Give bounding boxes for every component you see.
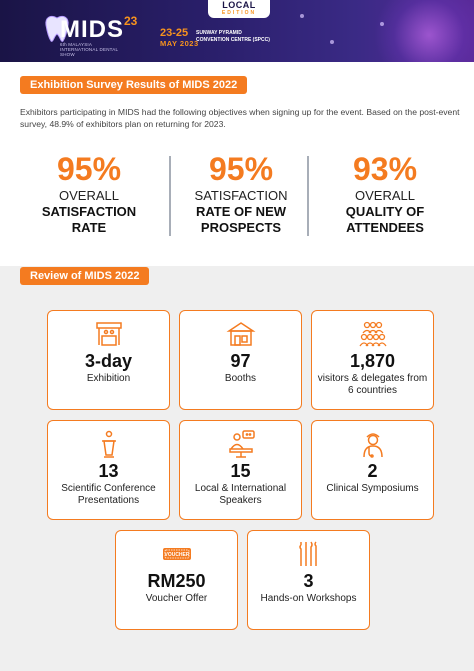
review-card-booths: 97 Booths	[179, 310, 302, 410]
voucher-icon: VOUCHER	[162, 548, 191, 560]
survey-intro: Exhibitors participating in MIDS had the…	[20, 107, 460, 129]
event-venue: SUNWAY PYRAMID CONVENTION CENTRE (SPCC)	[196, 30, 270, 43]
stat-new-prospects: 95% SATISFACTION RATE OF NEW PROSPECTS	[166, 152, 316, 236]
card-label: Clinical Symposiums	[326, 483, 419, 494]
stat-line1: OVERALL	[355, 188, 415, 203]
dentist-icon	[362, 433, 383, 458]
badge-line1: LOCAL	[222, 0, 256, 10]
logo-year: 23	[124, 14, 138, 28]
podium-icon	[101, 430, 116, 458]
exhibition-booth-icon	[95, 322, 122, 346]
voucher-text: VOUCHER	[164, 552, 189, 558]
logo-subtitle: 6th MALAYSIA INTERNATIONAL DENTAL SHOW	[60, 42, 119, 57]
review-card-visitors: 1,870 visitors & delegates from 6 countr…	[311, 310, 434, 410]
stat-line2: QUALITY OF	[345, 204, 425, 219]
stat-percent: 95%	[208, 151, 274, 187]
card-value: 15	[230, 461, 251, 481]
card-label: visitors & delegates from 6 countries	[317, 373, 428, 396]
card-value: 3-day	[84, 351, 133, 371]
dental-tools-icon	[298, 541, 317, 566]
review-card-workshops: 3 Hands-on Workshops	[247, 530, 370, 630]
header-sparkle	[330, 40, 334, 44]
card-value: 13	[98, 461, 119, 481]
card-label: Local & International Speakers	[194, 483, 287, 506]
stat-divider	[307, 156, 309, 236]
card-value: 3	[303, 571, 314, 591]
event-date: 23-25 MAY 2023	[160, 27, 199, 49]
card-value: RM250	[147, 571, 206, 591]
header-glow	[374, 0, 474, 62]
stat-divider	[169, 156, 171, 236]
local-edition-badge: LOCAL EDITION	[208, 0, 270, 18]
stat-line3: PROSPECTS	[200, 220, 282, 235]
review-card-voucher: VOUCHER RM250 Voucher Offer	[115, 530, 238, 630]
review-card-exhibition: 3-day Exhibition	[47, 310, 170, 410]
logo-text: MIDS	[60, 16, 124, 43]
date-month: MAY 2023	[160, 39, 199, 48]
card-label: Scientific Conference Presentations	[61, 483, 156, 506]
stat-overall-satisfaction: 95% OVERALL SATISFACTION RATE	[14, 152, 164, 236]
card-value: 2	[367, 461, 378, 481]
header-sparkle	[300, 14, 304, 18]
stat-line3: RATE	[71, 220, 107, 235]
review-card-presentations: 13 Scientific Conference Presentations	[47, 420, 170, 520]
stat-line3: ATTENDEES	[346, 220, 424, 235]
visitors-icon	[358, 321, 387, 347]
review-card-symposiums: 2 Clinical Symposiums	[311, 420, 434, 520]
stat-percent: 95%	[56, 151, 122, 187]
stat-line1: SATISFACTION	[194, 188, 288, 203]
event-header: MIDS 23 6th MALAYSIA INTERNATIONAL DENTA…	[0, 0, 474, 62]
card-label: Exhibition	[86, 373, 131, 384]
stat-quality-attendees: 93% OVERALL QUALITY OF ATTENDEES	[310, 152, 460, 236]
card-label: Booths	[224, 373, 257, 384]
badge-line2: EDITION	[221, 10, 257, 16]
speaker-icon	[228, 430, 255, 458]
card-value: 97	[230, 351, 251, 371]
card-value: 1,870	[349, 351, 396, 371]
stat-line2: SATISFACTION	[41, 204, 137, 219]
card-label: Voucher Offer	[145, 593, 208, 604]
header-sparkle	[380, 22, 384, 26]
survey-section-title: Exhibition Survey Results of MIDS 2022	[20, 76, 248, 94]
stat-line1: OVERALL	[59, 188, 119, 203]
card-label: Hands-on Workshops	[260, 593, 357, 604]
booths-icon	[226, 322, 255, 346]
stat-line2: RATE OF NEW	[195, 204, 287, 219]
stat-percent: 93%	[352, 151, 418, 187]
review-section-title: Review of MIDS 2022	[20, 267, 150, 285]
review-card-speakers: 15 Local & International Speakers	[179, 420, 302, 520]
tooth-logo-icon	[45, 15, 69, 42]
date-range: 23-25	[160, 27, 189, 39]
